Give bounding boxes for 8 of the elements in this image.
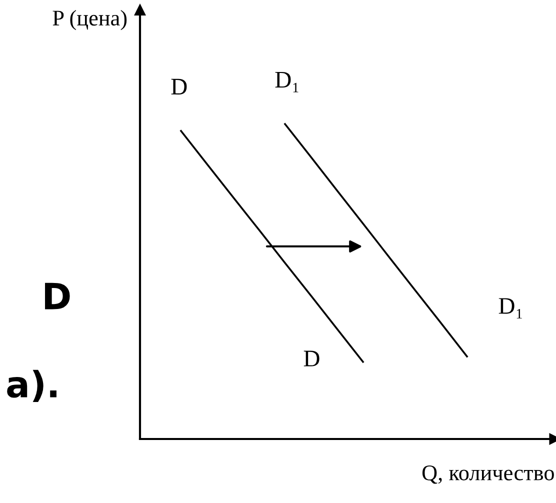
series-label: D₁: [275, 72, 298, 92]
series-label: D: [304, 350, 320, 366]
text: D₁: [498, 298, 522, 318]
text: D: [45, 282, 70, 310]
y-axis-title: P (цена): [52, 10, 127, 30]
text: D: [171, 78, 187, 94]
x-axis-title: Q, количество: [422, 465, 554, 484]
text: а).: [7, 370, 56, 402]
